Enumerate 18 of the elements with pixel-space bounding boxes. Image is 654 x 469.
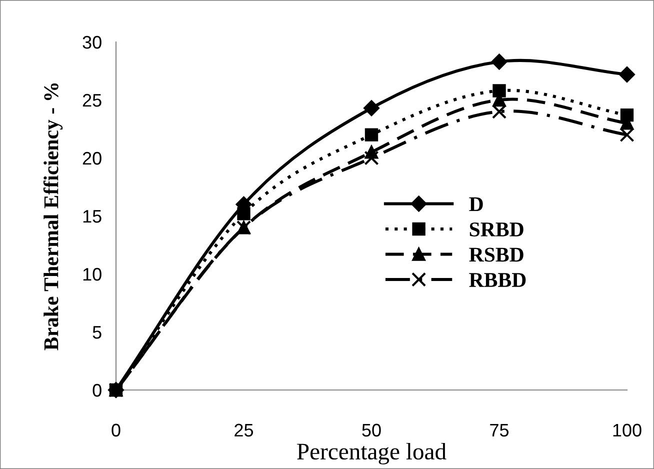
y-axis-title: Brake Thermal Efficiency - % bbox=[43, 83, 63, 350]
legend-label: RBBD bbox=[469, 273, 526, 287]
x-tick-label: 25 bbox=[234, 424, 254, 437]
y-tick-label: 0 bbox=[92, 384, 102, 397]
y-tick-label: 5 bbox=[92, 326, 102, 339]
legend-label: RSBD bbox=[469, 248, 524, 262]
x-axis-title: Percentage load bbox=[297, 442, 446, 464]
x-tick-label: 75 bbox=[490, 424, 509, 437]
x-tick-label: 100 bbox=[613, 424, 642, 437]
x-tick-label: 0 bbox=[112, 424, 120, 437]
legend-label: SRBD bbox=[470, 222, 524, 236]
x-tick-label: 50 bbox=[362, 424, 381, 437]
y-tick-label: 30 bbox=[82, 36, 102, 49]
y-tick-label: 25 bbox=[82, 94, 102, 107]
y-tick-label: 20 bbox=[82, 152, 102, 165]
legend-label: D bbox=[469, 197, 483, 212]
y-tick-label: 10 bbox=[83, 268, 102, 281]
y-tick-label: 15 bbox=[83, 210, 102, 223]
